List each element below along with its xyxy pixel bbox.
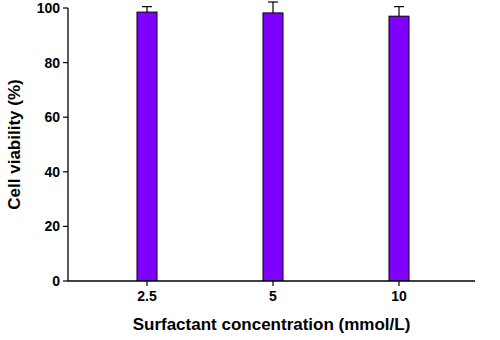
x-axis: [68, 280, 475, 281]
bar: [389, 16, 409, 281]
y-tick-label: 80: [44, 55, 60, 71]
y-tick: [63, 62, 68, 63]
error-bar: [268, 2, 278, 13]
bar: [137, 12, 157, 281]
x-axis-label: Surfactant concentration (mmol/L): [133, 315, 411, 334]
x-tick: [272, 281, 273, 286]
bars: [137, 12, 409, 281]
error-cap: [394, 6, 404, 7]
error-cap: [268, 1, 278, 2]
chart: 0 20 40 60 80 100 2.5 5 10 Surfactant concentrati…: [0, 0, 500, 340]
x-tick-label: 2.5: [137, 288, 157, 304]
y-tick: [63, 7, 68, 8]
y-tick-label: 100: [37, 0, 61, 16]
bar: [263, 13, 283, 281]
error-bar: [142, 7, 152, 12]
y-tick-label: 60: [44, 109, 60, 125]
x-tick-label: 5: [269, 288, 277, 304]
y-tick: [63, 280, 68, 281]
error-stem: [272, 2, 273, 13]
y-axis-label: Cell viability (%): [5, 79, 24, 209]
x-tick-label: 10: [391, 288, 407, 304]
y-tick: [63, 171, 68, 172]
y-tick: [63, 117, 68, 118]
error-stem: [398, 7, 399, 17]
x-tick: [398, 281, 399, 286]
error-bar: [394, 7, 404, 17]
y-tick-label: 40: [44, 164, 60, 180]
y-tick-label: 0: [52, 273, 60, 289]
y-tick: [63, 226, 68, 227]
x-tick: [146, 281, 147, 286]
y-tick-label: 20: [44, 218, 60, 234]
y-axis: [67, 8, 68, 281]
error-cap: [142, 6, 152, 7]
error-stem: [146, 7, 147, 12]
